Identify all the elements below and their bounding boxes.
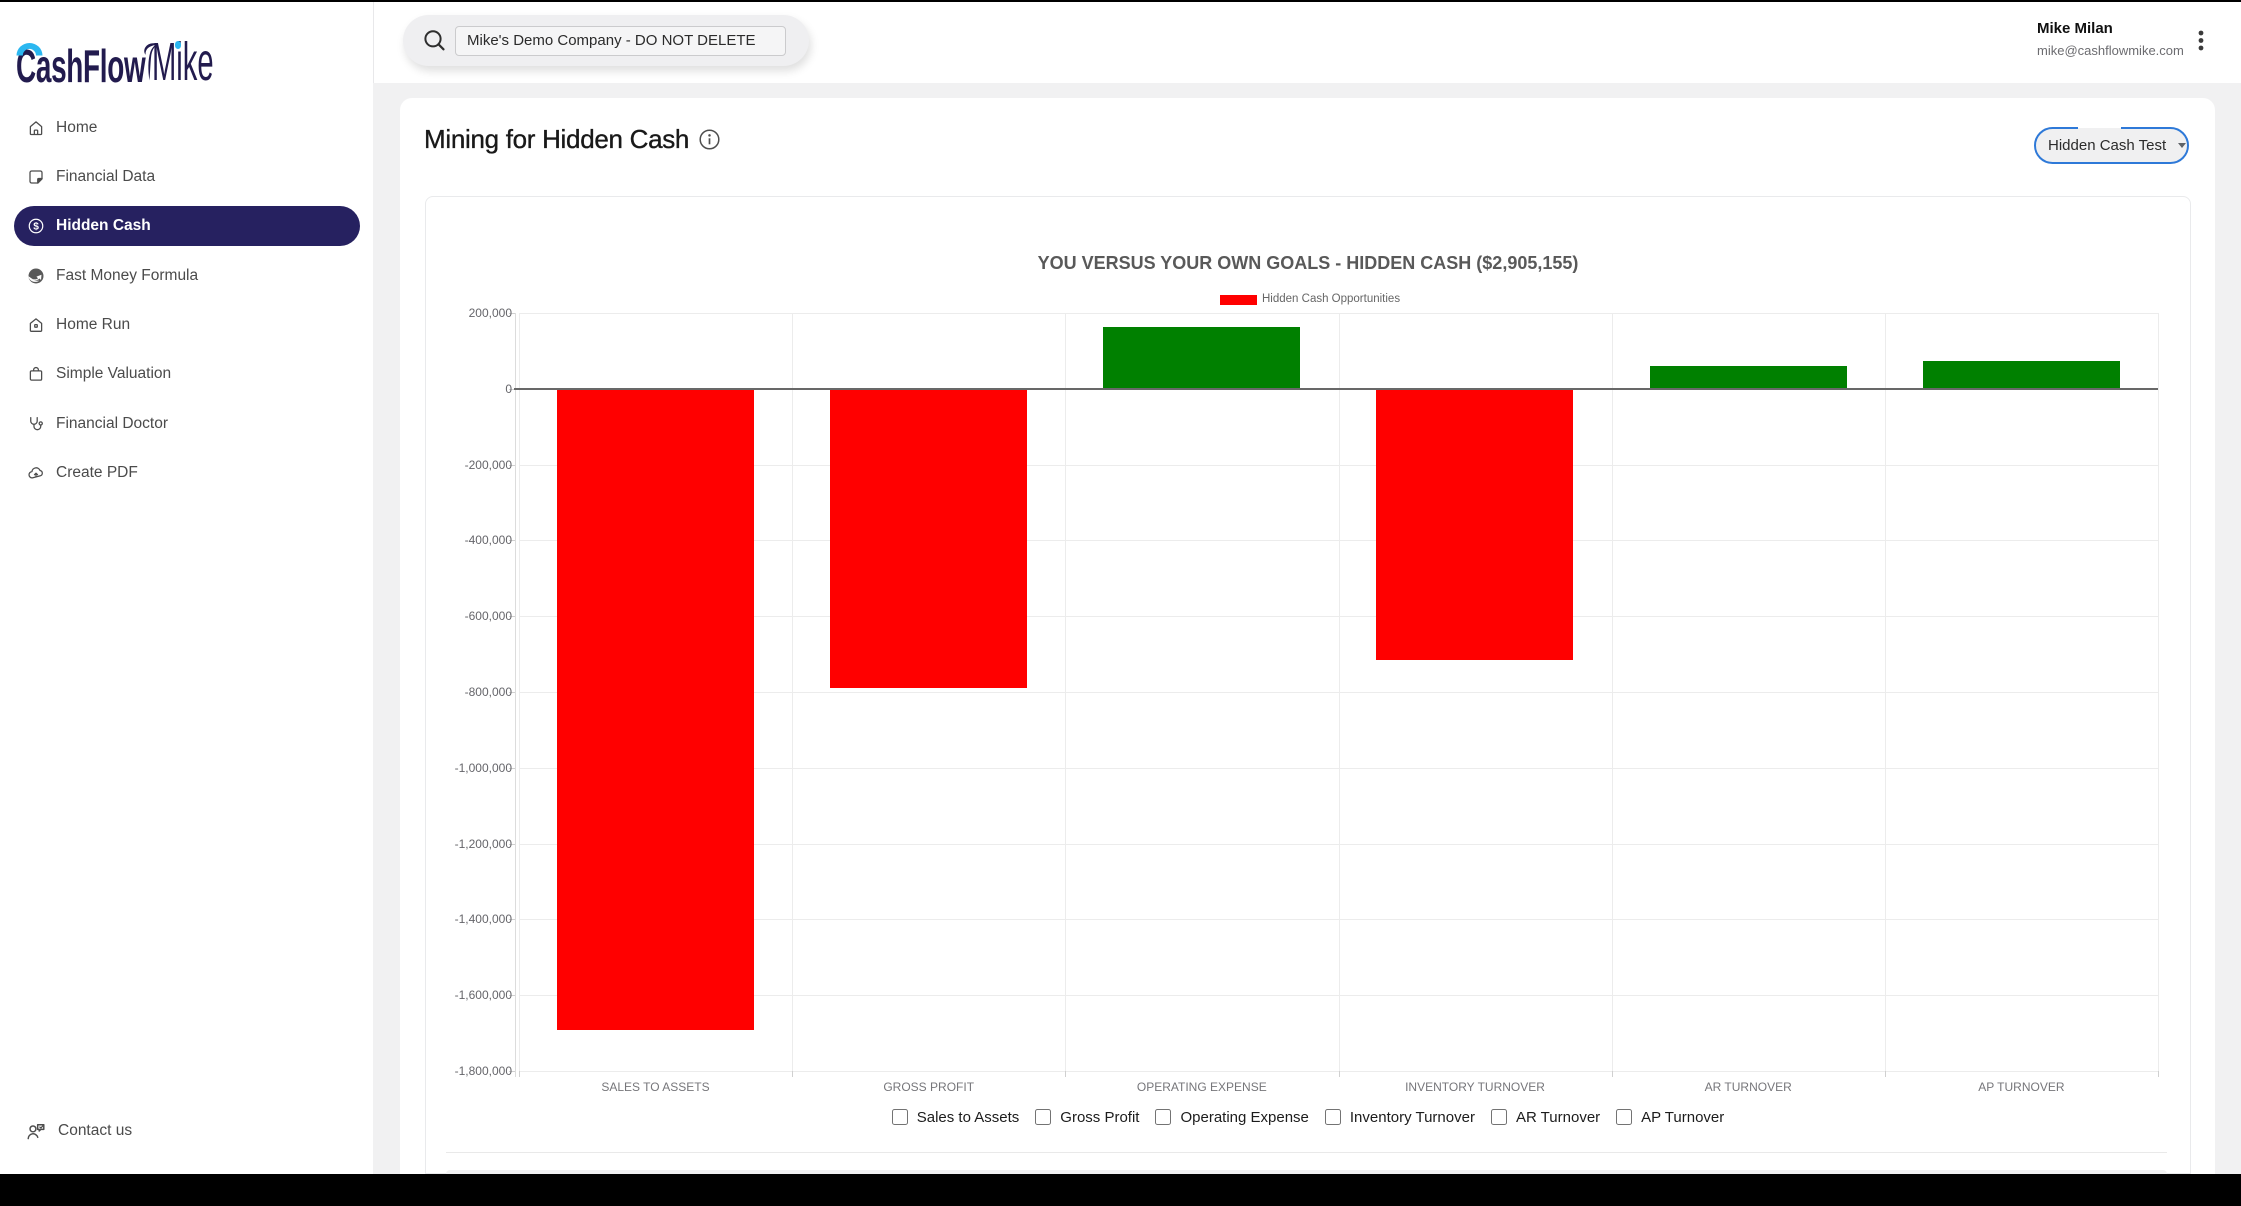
svg-text:$: $ [33, 222, 39, 233]
